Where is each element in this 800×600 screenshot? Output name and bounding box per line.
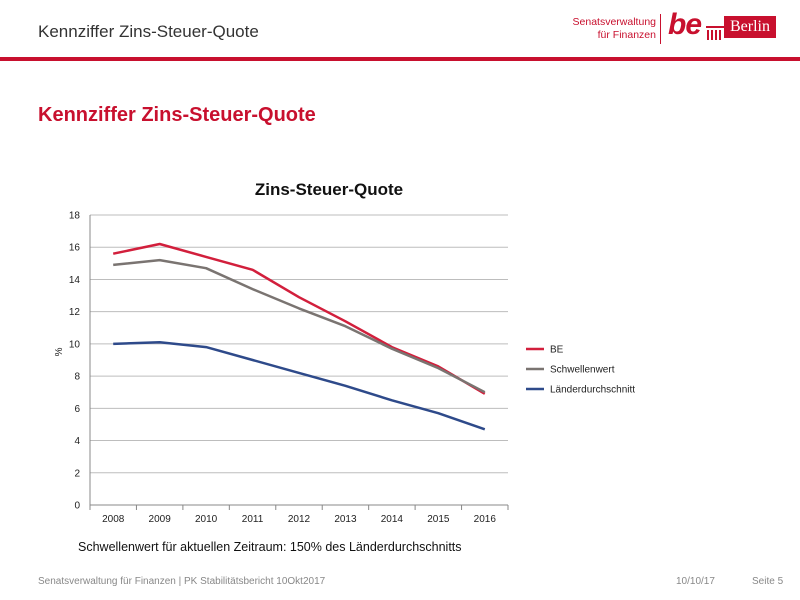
y-tick-label: 10 xyxy=(69,339,81,350)
x-tick-label: 2015 xyxy=(427,514,450,525)
berlin-logo: Senatsverwaltung für Finanzen be Berlin xyxy=(568,8,788,52)
chart-title: Zins-Steuer-Quote xyxy=(255,180,403,199)
logo-line1: Senatsverwaltung xyxy=(572,16,656,28)
chart-footnote: Schwellenwert für aktuellen Zeitraum: 15… xyxy=(78,540,462,554)
y-axis-label: % xyxy=(54,347,65,356)
y-tick-label: 2 xyxy=(74,468,80,479)
series-line-schwellenwert xyxy=(113,258,486,394)
y-tick-label: 14 xyxy=(69,275,81,286)
x-tick-label: 2009 xyxy=(149,514,172,525)
x-tick-label: 2014 xyxy=(381,514,404,525)
line-chart: Zins-Steuer-Quote 0 2 4 6 8 10 12 14 16 18 2008 2009… xyxy=(54,180,635,525)
logo-text: Senatsverwaltung für Finanzen xyxy=(573,16,656,42)
legend-label: BE xyxy=(550,345,564,356)
footer-page: Seite 5 xyxy=(752,576,784,587)
header-rule xyxy=(0,57,800,61)
logo-berlin: Berlin xyxy=(724,16,776,38)
logo-line2: für Finanzen xyxy=(597,29,656,41)
series-line-länderdurchschnitt xyxy=(113,341,486,431)
slide-title: Kennziffer Zins-Steuer-Quote xyxy=(38,104,316,126)
y-tick-label: 0 xyxy=(74,501,80,512)
x-tick-label: 2016 xyxy=(474,514,497,525)
x-tick-label: 2008 xyxy=(102,514,125,525)
series-line-be xyxy=(112,242,486,395)
x-tick-label: 2010 xyxy=(195,514,218,525)
y-tick-label: 4 xyxy=(74,436,80,447)
logo-divider xyxy=(660,14,661,44)
y-tick-label: 8 xyxy=(74,372,80,383)
y-tick-label: 18 xyxy=(69,211,81,222)
footer-date: 10/10/17 xyxy=(676,576,715,587)
y-tick-label: 6 xyxy=(74,404,80,415)
x-tick-label: 2012 xyxy=(288,514,311,525)
logo-be: be xyxy=(668,8,702,41)
y-tick-label: 12 xyxy=(69,307,81,318)
x-tick-label: 2013 xyxy=(334,514,357,525)
y-tick-label: 16 xyxy=(69,243,81,254)
legend-label: Schwellenwert xyxy=(550,365,615,376)
header-title: Kennziffer Zins-Steuer-Quote xyxy=(38,22,259,41)
legend-label: Länderdurchschnitt xyxy=(550,385,635,396)
brandenburg-gate-icon xyxy=(706,26,724,40)
footer-source: Senatsverwaltung für Finanzen | PK Stabi… xyxy=(38,576,326,587)
x-tick-label: 2011 xyxy=(242,514,264,525)
